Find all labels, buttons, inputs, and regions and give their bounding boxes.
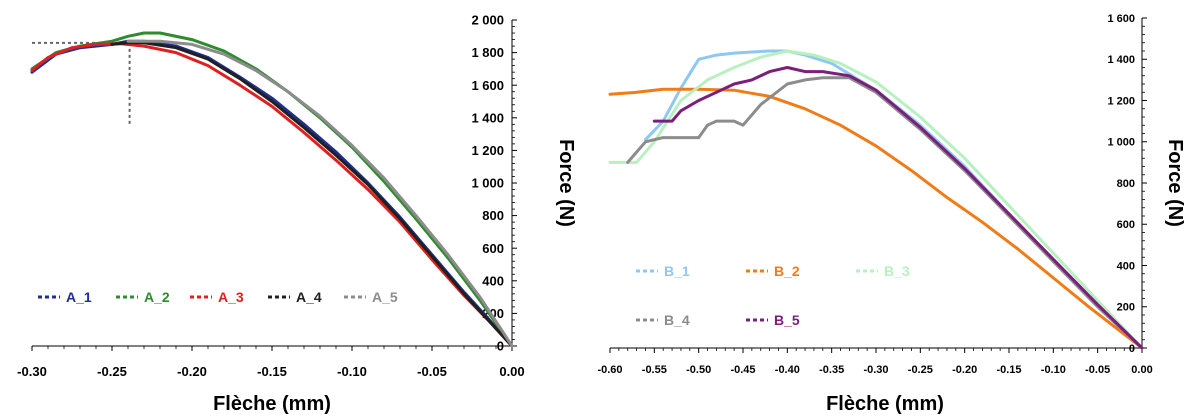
series-line-a-5 (126, 39, 514, 348)
y-tick-label: 1 000 (1107, 137, 1135, 149)
chart-b: -0.60 -0.55 -0.50 -0.45 -0.40 -0.35 -0.30 -0.25… (597, 13, 1185, 415)
y-tick-label: 1 600 (471, 78, 504, 93)
x-tick-label: 0.00 (499, 364, 524, 379)
legend-label: A_3 (218, 289, 244, 305)
legend-label: B_2 (774, 263, 800, 279)
series-line-a-1 (30, 39, 514, 348)
x-tick-label: -0.50 (686, 364, 711, 376)
x-tick-label: -0.15 (996, 364, 1021, 376)
x-tick-label: -0.25 (908, 364, 933, 376)
y-tick-label: 400 (482, 273, 504, 288)
y-tick-label: 2 000 (471, 13, 504, 28)
chart-a: -0.30 -0.25 -0.20 -0.15 -0.10 -0.05 0.00020040… (17, 13, 577, 415)
x-axis-title: Flèche (mm) (213, 393, 331, 415)
legend-label: B_5 (774, 312, 800, 328)
legend-label: B_4 (664, 312, 690, 328)
y-tick-label: 1 200 (1107, 95, 1135, 107)
y-tick-label: 0 (1129, 343, 1135, 355)
y-tick-label: 1 400 (1107, 54, 1135, 66)
x-tick-label: 0.00 (1131, 364, 1152, 376)
series-line-b-5 (652, 66, 1144, 350)
x-tick-label: -0.30 (863, 364, 888, 376)
y-axis-title: Force (N) (555, 139, 577, 227)
x-tick-label: -0.05 (417, 364, 447, 379)
y-tick-label: 800 (1117, 178, 1135, 190)
x-tick-label: -0.60 (597, 364, 622, 376)
y-tick-label: 1 000 (471, 176, 504, 191)
series-line-a-3 (30, 42, 514, 348)
y-tick-label: 1 400 (471, 110, 504, 125)
y-tick-label: 400 (1117, 260, 1135, 272)
legend-label: A_4 (296, 289, 322, 305)
x-tick-label: -0.10 (337, 364, 367, 379)
x-tick-label: -0.45 (730, 364, 755, 376)
x-tick-label: -0.55 (642, 364, 667, 376)
series-line-b-4 (626, 76, 1144, 350)
y-tick-label: 600 (1117, 219, 1135, 231)
y-axis-title: Force (N) (1164, 139, 1185, 227)
y-tick-label: 1 200 (471, 143, 504, 158)
series-line-b-2 (608, 87, 1144, 350)
x-tick-label: -0.30 (17, 364, 47, 379)
series-line-b-3 (608, 49, 1144, 350)
y-tick-label: 1 600 (1107, 13, 1135, 25)
x-tick-label: -0.35 (819, 364, 844, 376)
series-line-a-2 (30, 31, 514, 348)
x-tick-label: -0.25 (97, 364, 127, 379)
y-tick-label: 0 (497, 339, 504, 354)
x-tick-label: -0.20 (177, 364, 207, 379)
x-tick-label: -0.05 (1085, 364, 1110, 376)
legend-label: A_5 (372, 289, 398, 305)
series-line-a-4 (110, 41, 514, 348)
x-tick-label: -0.10 (1041, 364, 1066, 376)
y-tick-label: 200 (1117, 302, 1135, 314)
x-tick-label: -0.15 (257, 364, 287, 379)
x-tick-label: -0.40 (775, 364, 800, 376)
y-tick-label: 1 800 (471, 45, 504, 60)
legend-label: B_1 (664, 263, 690, 279)
legend-label: A_1 (66, 289, 92, 305)
y-tick-label: 800 (482, 208, 504, 223)
legend-label: B_3 (884, 263, 910, 279)
x-tick-label: -0.20 (952, 364, 977, 376)
legend-label: A_2 (144, 289, 170, 305)
y-tick-label: 600 (482, 241, 504, 256)
x-axis-title: Flèche (mm) (826, 393, 944, 415)
